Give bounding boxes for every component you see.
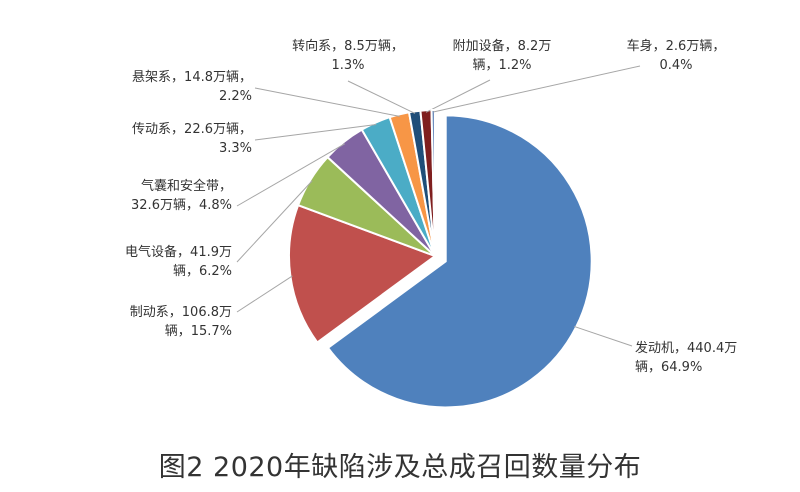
leader-line-9 [433, 65, 641, 113]
pie-slice-9 [430, 108, 436, 257]
leader-line-6 [254, 87, 400, 117]
leader-line-1 [574, 325, 633, 347]
pie-slice-2 [288, 203, 438, 344]
leader-line-3 [236, 180, 313, 263]
pie-chart: 发动机，440.4万辆，64.9% 制动系，106.8万辆，15.7% 电气设备，4… [125, 38, 737, 409]
figure-caption: 图2 2020年缺陷涉及总成召回数量分布 [158, 452, 642, 483]
data-label-6: 悬架系，14.8万辆， 2.2% [132, 70, 252, 104]
leader-line-2 [236, 275, 293, 313]
data-label-9: 车身，2.6万辆， 0.4% [627, 38, 726, 73]
leader-line-7 [347, 80, 416, 114]
leader-line-8 [425, 79, 491, 113]
data-label-3: 电气设备，41.9万辆，6.2% [125, 244, 232, 279]
data-label-4: 气囊和安全带， 32.6万辆，4.8% [131, 178, 232, 213]
data-label-2: 制动系，106.8万辆，15.7% [130, 305, 232, 339]
data-label-7: 转向系，8.5万辆， 1.3% [292, 38, 404, 73]
data-label-8: 附加设备，8.2万辆，1.2% [453, 38, 552, 73]
leader-line-4 [236, 143, 346, 207]
leader-line-5 [254, 124, 377, 141]
data-label-1: 发动机，440.4万辆，64.9% [635, 340, 737, 375]
data-label-5: 传动系，22.6万辆， 3.3% [132, 122, 252, 156]
